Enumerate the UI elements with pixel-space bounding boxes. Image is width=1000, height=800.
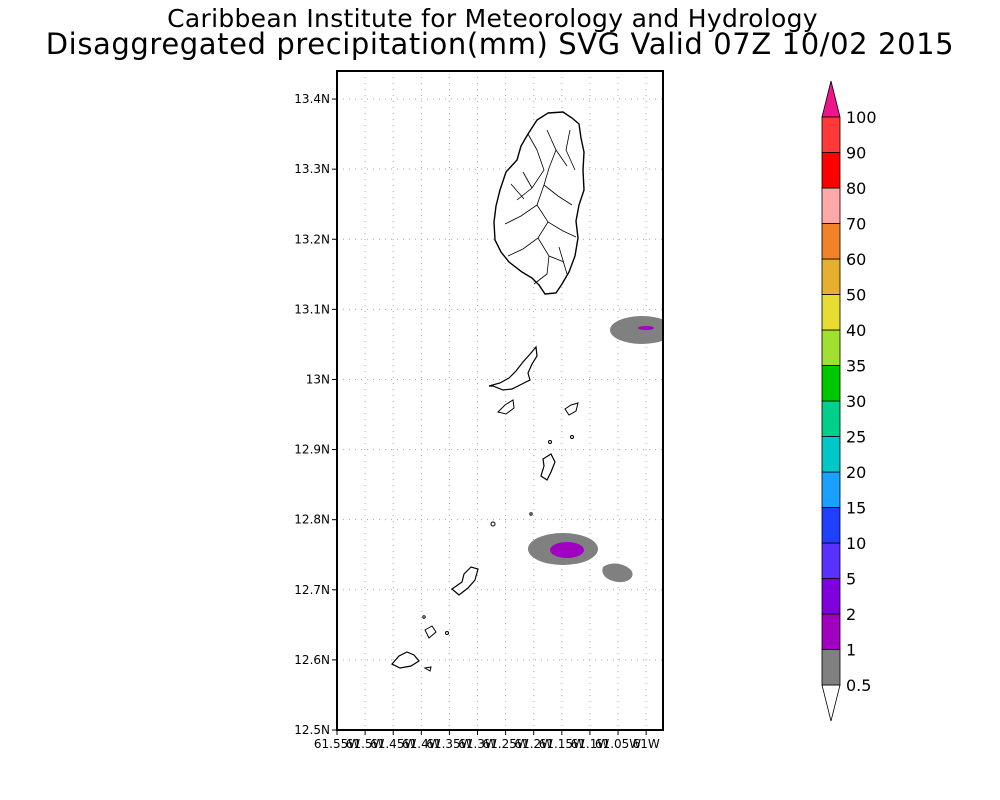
colorbar-level-label: 30 [846, 392, 866, 411]
lon-tick-label: 61.3W [458, 737, 497, 751]
lon-tick-label: 61.05W [595, 737, 641, 751]
lat-tick-label: 12.8N [294, 513, 330, 527]
lon-tick-label: 61.15W [539, 737, 585, 751]
colorbar-level-label: 1 [846, 641, 856, 660]
map-axis-ticks: 13.4N 13.3N 13.2N 13.1N 13N 12.9N 12.8N 12.7N 12… [294, 92, 660, 751]
lat-tick-label: 12.7N [294, 583, 330, 597]
colorbar-level-label: 80 [846, 179, 866, 198]
colorbar-top-arrow [821, 80, 841, 118]
colorbar-swatch [821, 329, 841, 366]
lat-tick-label: 13.3N [294, 162, 330, 176]
colorbar-swatch [821, 152, 841, 189]
lon-tick-label: 61.4W [402, 737, 441, 751]
colorbar-level-label: 20 [846, 463, 866, 482]
islet-small [422, 615, 426, 619]
colorbar-level-label: 70 [846, 215, 866, 234]
colorbar-swatch [821, 507, 841, 544]
colorbar-swatch [821, 258, 841, 295]
lon-tick-label: 61.5W [346, 737, 385, 751]
precip-layer [528, 316, 663, 583]
colorbar-level-label: 35 [846, 357, 866, 376]
colorbar-swatch [821, 400, 841, 437]
colorbar-level-label: 100 [846, 108, 877, 127]
lon-tick-label: 61.35W [426, 737, 472, 751]
islet-small [423, 666, 432, 672]
precip-cell-east-core [638, 326, 654, 330]
island-carriacou [391, 651, 420, 669]
colorbar-swatch [821, 294, 841, 331]
map-plot-area: 13.4N 13.3N 13.2N 13.1N 13N 12.9N 12.8N 12.7N 12… [294, 70, 664, 751]
colorbar-swatch [821, 613, 841, 650]
colorbar-level-label: 10 [846, 534, 866, 553]
colorbar-swatch [821, 542, 841, 579]
precip-cell-south-core [550, 542, 584, 558]
precip-cell-small [602, 563, 633, 583]
island-mustique [564, 402, 579, 416]
island-union [451, 566, 479, 596]
islet-small [490, 521, 496, 527]
lon-tick-label: 61.1W [571, 737, 610, 751]
lat-tick-label: 12.9N [294, 443, 330, 457]
precip-cell-east-outer [610, 316, 663, 344]
island-st-vincent [493, 111, 585, 295]
lat-tick-label: 13.1N [294, 302, 330, 316]
colorbar-level-label: 90 [846, 144, 866, 163]
lon-tick-label: 61W [633, 737, 660, 751]
islet-small [570, 435, 574, 439]
colorbar-level-label: 2 [846, 605, 856, 624]
colorbar-level-label: 50 [846, 286, 866, 305]
colorbar-level-label: 25 [846, 428, 866, 447]
map-subtitle: Disaggregated precipitation(mm) SVG Vali… [45, 27, 955, 61]
islet-small [548, 440, 552, 444]
lon-tick-label: 61.55W [314, 737, 360, 751]
colorbar-bottom-arrow [821, 684, 841, 722]
colorbar-swatch [821, 116, 841, 153]
island-bequia [488, 345, 538, 391]
colorbar-swatch [821, 223, 841, 260]
islet-small [529, 512, 533, 516]
map-title: Caribbean Institute for Meteorology and … [167, 4, 818, 33]
colorbar-level-label: 0.5 [846, 676, 871, 695]
colorbar-swatch [821, 436, 841, 473]
map-gridlines [337, 71, 663, 730]
lat-tick-label: 12.5N [294, 723, 330, 737]
lon-tick-label: 61.25W [483, 737, 529, 751]
lon-tick-label: 61.2W [514, 737, 553, 751]
island-carriacou-north [424, 625, 437, 639]
lat-tick-label: 13.2N [294, 232, 330, 246]
lat-tick-label: 13N [306, 372, 330, 386]
colorbar-swatch [821, 649, 841, 686]
colorbar-level-label: 40 [846, 321, 866, 340]
colorbar-swatch [821, 471, 841, 508]
island-canouan [540, 453, 556, 481]
colorbar-level-label: 60 [846, 250, 866, 269]
colorbar-swatch [821, 187, 841, 224]
colorbar-level-label: 15 [846, 499, 866, 518]
lat-tick-label: 12.6N [294, 653, 330, 667]
colorbar-level-label: 5 [846, 570, 856, 589]
islet-small [445, 631, 449, 635]
map-frame [336, 70, 664, 731]
lon-tick-label: 61.45W [370, 737, 416, 751]
colorbar-swatch [821, 578, 841, 615]
islet-near-bequia [497, 399, 515, 415]
colorbar-swatch [821, 365, 841, 402]
lat-tick-label: 13.4N [294, 92, 330, 106]
